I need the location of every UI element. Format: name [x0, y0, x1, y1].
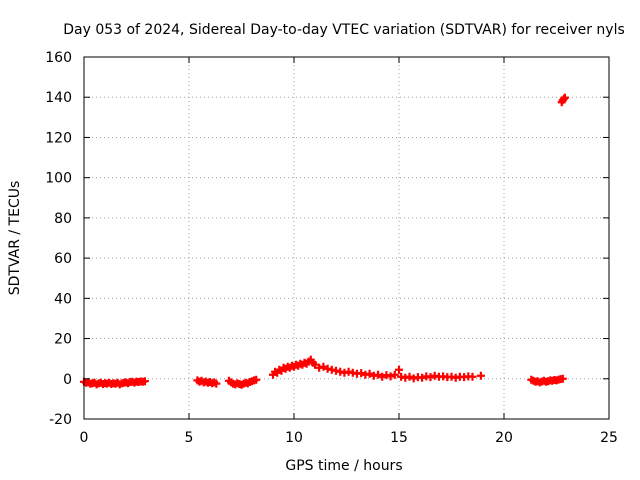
x-tick-label: 25: [600, 430, 618, 446]
x-axis-ticks: 0 5 10 15 20 25: [80, 57, 618, 446]
data-point: [409, 374, 418, 383]
data-point: [395, 365, 403, 374]
data-point: [418, 373, 427, 382]
data-point: [560, 93, 569, 102]
grid-lines: [84, 57, 609, 419]
data-points: [80, 93, 569, 389]
data-point: [386, 372, 395, 381]
data-point: [405, 372, 414, 381]
y-tick-label: 0: [63, 372, 72, 388]
y-tick-label: 80: [54, 211, 72, 227]
data-point: [311, 360, 319, 369]
data-point: [390, 370, 399, 379]
data-point: [319, 362, 328, 371]
y-tick-label: 160: [45, 50, 72, 66]
plot-frame: [83, 56, 610, 420]
data-point: [378, 372, 387, 381]
data-point: [558, 374, 567, 383]
data-point: [468, 372, 477, 381]
x-tick-label: 20: [495, 430, 513, 446]
y-tick-label: 120: [45, 130, 72, 146]
y-tick-label: 100: [45, 171, 72, 187]
data-point: [357, 369, 366, 378]
x-axis-label: GPS time / hours: [285, 458, 402, 474]
data-point: [426, 373, 435, 382]
y-tick-label: 140: [45, 90, 72, 106]
data-point: [382, 371, 391, 380]
x-tick-label: 15: [390, 430, 408, 446]
data-point: [140, 377, 149, 386]
data-point: [476, 371, 485, 380]
y-tick-label: 20: [54, 332, 72, 348]
y-tick-label: -20: [49, 412, 72, 428]
data-point: [212, 379, 221, 388]
data-point: [374, 370, 382, 379]
y-axis-label: SDTVAR / TECUs: [7, 181, 23, 296]
x-tick-label: 5: [185, 430, 194, 446]
x-tick-label: 10: [285, 430, 303, 446]
chart-title: Day 053 of 2024, Sidereal Day-to-day VTE…: [63, 22, 625, 38]
y-axis-ticks: -20 0 20 40 60 80 100 120 140 160: [45, 50, 609, 428]
data-point: [365, 369, 374, 378]
y-tick-label: 40: [54, 291, 72, 307]
x-tick-label: 0: [80, 430, 89, 446]
y-tick-label: 60: [54, 251, 72, 267]
data-point: [252, 375, 261, 384]
